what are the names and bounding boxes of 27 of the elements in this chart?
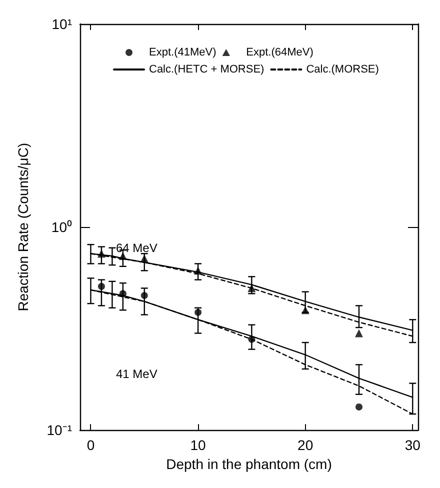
point <box>98 282 105 290</box>
x-axis-title: Depth in the phantom (cm) <box>166 456 332 472</box>
y-tick-label: 10¹ <box>52 16 72 32</box>
point <box>355 403 362 410</box>
point <box>118 252 127 260</box>
x-tick-label: 20 <box>298 437 314 454</box>
legend-label: Expt.(64MeV) <box>246 46 314 58</box>
point <box>354 329 363 338</box>
point <box>140 292 148 300</box>
y-tick-label: 10⁻¹ <box>46 422 72 438</box>
legend-label: Expt.(41MeV) <box>149 46 216 58</box>
legend-label: Calc.(MORSE) <box>306 64 379 76</box>
x-tick-label: 30 <box>404 437 421 454</box>
x-tick-label: 0 <box>86 437 95 454</box>
point <box>248 336 256 343</box>
point <box>97 250 106 258</box>
legend-label: Calc.(HETC + MORSE) <box>149 64 264 76</box>
point <box>301 306 310 314</box>
point <box>119 290 126 298</box>
y-axis-title: Reaction Rate (Counts/μC) <box>15 142 31 312</box>
x-tick-label: 10 <box>190 437 206 454</box>
point <box>140 254 148 263</box>
point <box>194 266 202 275</box>
annotation: 41 MeV <box>116 367 158 381</box>
y-tick-label: 10⁰ <box>51 219 72 236</box>
point <box>248 284 256 292</box>
point <box>194 308 202 316</box>
